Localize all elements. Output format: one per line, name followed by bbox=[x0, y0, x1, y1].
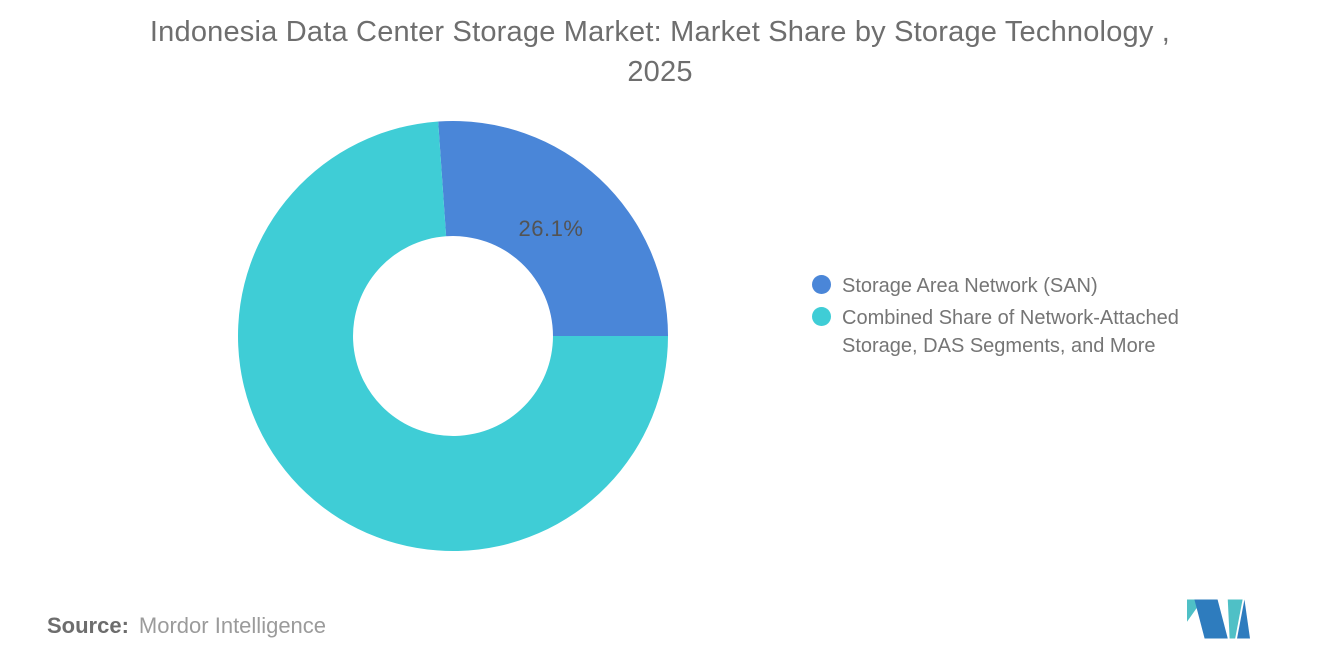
logo-shape-teal-right bbox=[1227, 599, 1243, 639]
logo-shape-blue-right bbox=[1237, 599, 1250, 639]
logo-shape-teal-left bbox=[1187, 599, 1203, 622]
donut-chart-svg bbox=[238, 120, 668, 551]
source-line: Source: Mordor Intelligence bbox=[47, 613, 326, 639]
legend-swatch-san-icon bbox=[812, 275, 831, 294]
donut-slice-1[interactable] bbox=[238, 121, 668, 551]
legend-label-combined: Combined Share of Network-Attached Stora… bbox=[842, 307, 1179, 357]
source-name: Mordor Intelligence bbox=[138, 613, 327, 638]
legend-label-san: Storage Area Network (SAN) bbox=[842, 275, 1098, 297]
legend: Storage Area Network (SAN) Combined Shar… bbox=[812, 272, 1232, 364]
logo-shape-blue-main bbox=[1194, 599, 1228, 639]
chart-title: Indonesia Data Center Storage Market: Ma… bbox=[0, 12, 1320, 92]
source-label: Source: bbox=[47, 613, 129, 638]
donut-chart: 26.1% bbox=[233, 116, 673, 556]
chart-title-line1: Indonesia Data Center Storage Market: Ma… bbox=[149, 16, 1171, 48]
chart-title-line2: 2025 bbox=[627, 56, 693, 88]
san-slice-data-label: 26.1% bbox=[518, 216, 584, 241]
legend-item-combined[interactable]: Combined Share of Network-Attached Stora… bbox=[812, 304, 1232, 360]
legend-swatch-combined-icon bbox=[812, 307, 831, 326]
legend-item-san[interactable]: Storage Area Network (SAN) bbox=[812, 272, 1232, 300]
mordor-intelligence-m-icon bbox=[1187, 599, 1250, 639]
donut-slice-0[interactable] bbox=[438, 120, 668, 336]
